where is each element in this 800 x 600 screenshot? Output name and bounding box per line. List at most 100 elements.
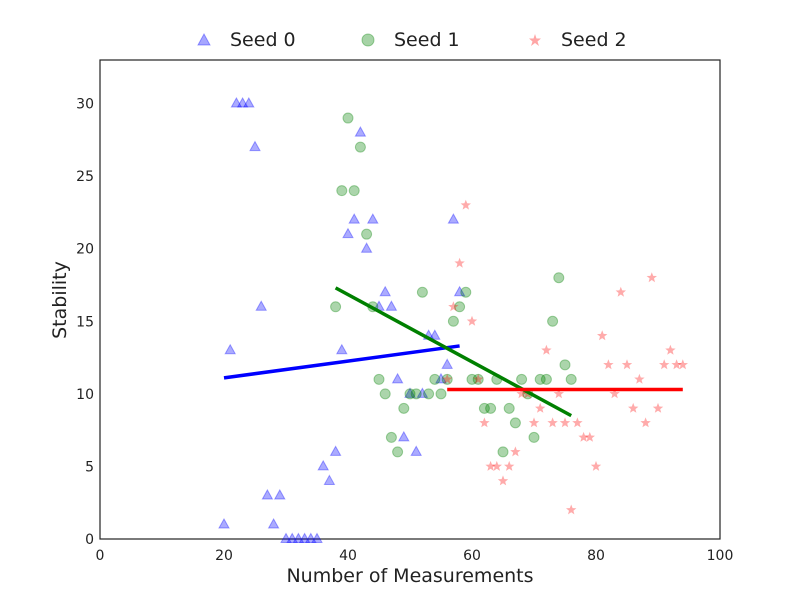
data-point-circle xyxy=(330,301,342,313)
trend-line xyxy=(334,286,573,418)
data-point-circle xyxy=(559,359,571,371)
data-point-circle xyxy=(528,431,540,443)
data-point-triangle xyxy=(267,517,280,529)
data-point-circle xyxy=(354,141,366,153)
data-point-triangle xyxy=(416,387,429,398)
data-point-circle xyxy=(423,388,435,400)
data-point-triangle xyxy=(304,532,317,543)
data-point-triangle xyxy=(447,213,460,224)
data-point-triangle xyxy=(397,430,410,442)
legend-item-seed-0: Seed 0 xyxy=(196,26,296,54)
data-point-triangle xyxy=(255,300,268,311)
data-point-circle xyxy=(398,402,410,414)
data-point-triangle xyxy=(428,329,441,340)
chart-marks xyxy=(218,97,688,543)
y-tick-label: 10 xyxy=(76,387,94,403)
axis-ticks: 0 20 40 60 80 100 0 5 10 15 20 25 30 xyxy=(76,97,733,564)
data-point-star xyxy=(535,402,546,413)
data-point-triangle xyxy=(261,488,274,500)
data-point-star xyxy=(566,504,577,515)
data-point-circle xyxy=(410,388,422,400)
data-point-triangle xyxy=(286,532,299,543)
triangle-marker-icon xyxy=(197,32,211,46)
data-point-circle xyxy=(460,286,472,298)
trend-line xyxy=(223,344,460,380)
data-point-circle xyxy=(392,446,404,458)
data-point-triangle xyxy=(335,343,348,355)
data-point-circle xyxy=(472,373,484,385)
x-tick-label: 60 xyxy=(463,548,481,564)
legend: Seed 0 Seed 1 Seed 2 xyxy=(0,26,800,54)
data-point-star xyxy=(578,431,589,442)
data-point-star xyxy=(553,388,564,399)
data-point-circle xyxy=(454,301,466,313)
data-point-circle xyxy=(435,388,447,400)
data-point-triangle xyxy=(230,97,243,108)
data-point-triangle xyxy=(435,372,447,384)
data-point-star xyxy=(634,373,645,384)
legend-label: Seed 0 xyxy=(230,29,296,51)
data-point-star xyxy=(528,417,540,428)
data-point-star xyxy=(510,446,521,457)
data-point-circle xyxy=(373,373,385,385)
data-point-triangle xyxy=(404,387,416,398)
data-point-circle xyxy=(416,286,428,298)
data-point-circle xyxy=(342,112,354,124)
data-point-star xyxy=(473,373,484,384)
data-point-star xyxy=(497,475,509,486)
data-point-star xyxy=(466,315,478,326)
data-point-circle xyxy=(478,402,490,414)
data-point-star xyxy=(448,301,459,312)
data-point-star xyxy=(640,417,651,428)
data-point-star xyxy=(677,359,688,370)
data-point-triangle xyxy=(360,242,373,253)
circle-marker-icon xyxy=(361,33,375,47)
x-axis-label: Number of Measurements xyxy=(286,565,533,587)
y-tick-label: 0 xyxy=(85,532,94,548)
data-point-circle xyxy=(348,185,360,197)
y-tick-label: 25 xyxy=(76,169,94,185)
data-point-circle xyxy=(447,315,459,327)
data-point-triangle xyxy=(391,372,404,384)
data-point-circle xyxy=(547,315,559,327)
data-point-star xyxy=(454,257,465,268)
data-point-star xyxy=(671,359,682,370)
data-point-triangle xyxy=(280,532,292,543)
data-point-star xyxy=(479,417,490,428)
data-point-circle xyxy=(485,402,497,414)
data-point-triangle xyxy=(354,126,367,137)
trend-lines xyxy=(223,286,683,418)
data-point-star xyxy=(504,460,515,471)
data-point-star xyxy=(460,199,471,210)
y-tick-label: 15 xyxy=(76,314,94,330)
data-point-circle xyxy=(497,446,509,458)
data-point-triangle xyxy=(292,532,305,543)
data-point-circle xyxy=(534,373,546,385)
data-point-star xyxy=(659,359,670,370)
plot-area xyxy=(99,59,721,540)
data-point-circle xyxy=(336,185,348,197)
data-point-star xyxy=(559,417,571,428)
data-point-star xyxy=(590,460,602,471)
legend-label: Seed 1 xyxy=(394,29,460,51)
data-point-star xyxy=(652,402,664,413)
data-point-star xyxy=(628,402,639,413)
data-point-triangle xyxy=(366,213,379,224)
y-axis-label: Stability xyxy=(49,261,71,339)
data-point-triangle xyxy=(385,300,398,311)
data-point-star xyxy=(621,359,633,370)
data-point-circle xyxy=(361,228,373,240)
data-point-star xyxy=(603,359,614,370)
legend-item-seed-1: Seed 1 xyxy=(360,26,460,54)
data-point-circle xyxy=(503,402,515,414)
data-point-triangle xyxy=(410,445,423,456)
data-point-circle xyxy=(516,373,528,385)
x-tick-label: 100 xyxy=(707,548,734,564)
data-point-triangle xyxy=(218,517,230,529)
data-point-circle xyxy=(385,431,397,443)
data-point-circle xyxy=(404,388,416,400)
data-point-star xyxy=(485,460,496,471)
data-point-star xyxy=(541,344,552,355)
y-tick-label: 5 xyxy=(85,459,94,475)
